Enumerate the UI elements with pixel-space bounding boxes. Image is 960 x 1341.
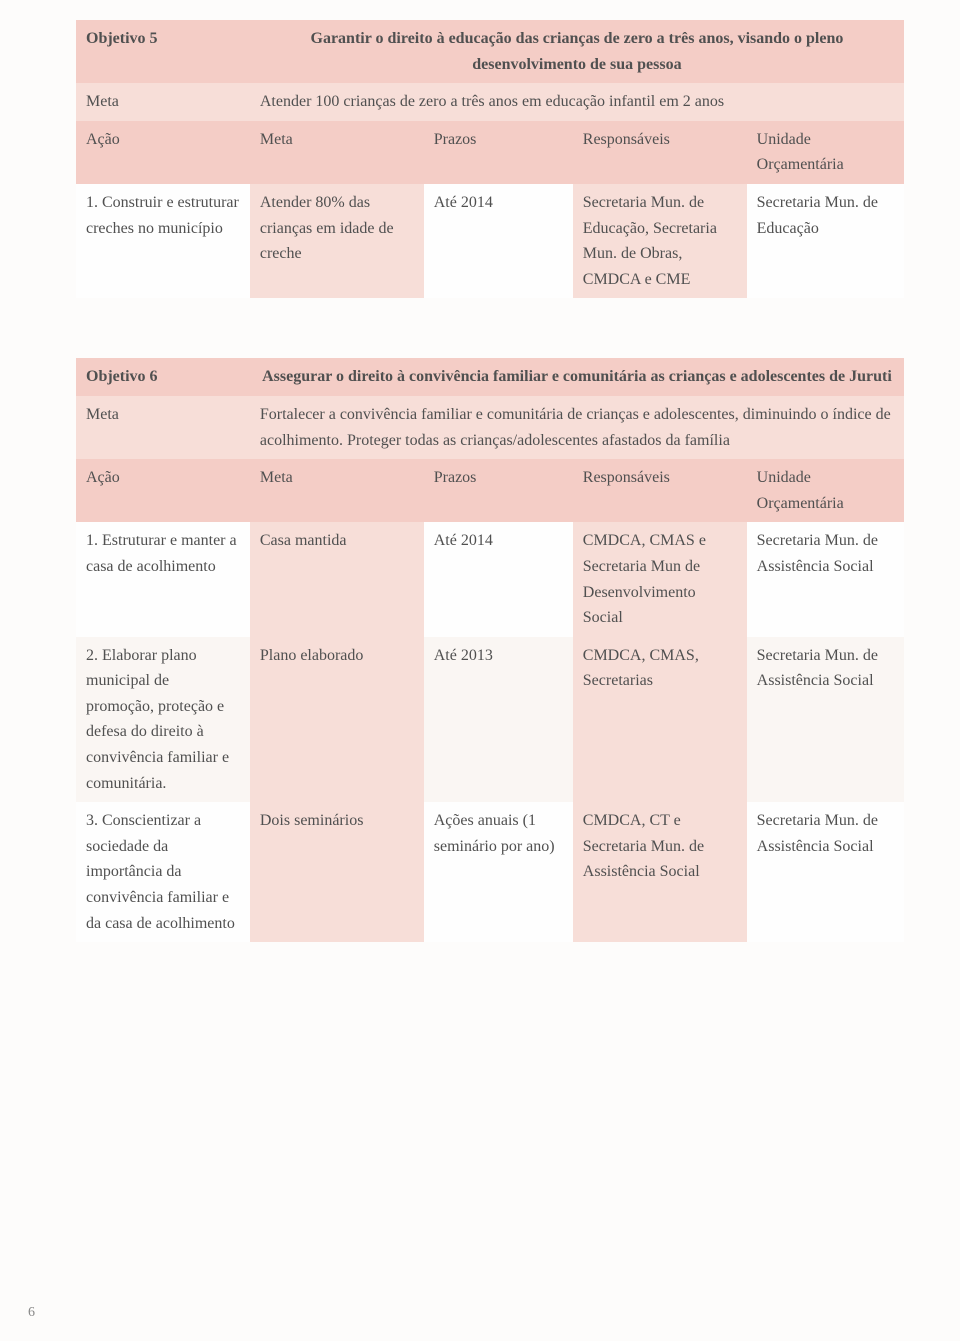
col-meta: Meta [250,121,424,184]
cell-meta: Atender 80% das crianças em idade de cre… [250,184,424,298]
cell-meta: Casa mantida [250,522,424,636]
obj5-meta-label: Meta [76,83,250,121]
col-resp: Responsáveis [573,459,747,522]
cell-unid: Secretaria Mun. de Assistência Social [747,802,904,942]
table-row: 2. Elaborar plano municipal de promoção,… [76,637,904,803]
cell-prazo: Até 2014 [424,522,573,636]
table-objetivo-5: Objetivo 5 Garantir o direito à educação… [76,20,904,298]
cell-resp: CMDCA, CMAS e Secretaria Mun de Desenvol… [573,522,747,636]
cell-unid: Secretaria Mun. de Educação [747,184,904,298]
col-acao: Ação [76,121,250,184]
page-number: 6 [28,1305,35,1321]
cell-meta: Dois seminários [250,802,424,942]
table-row: 1. Construir e estruturar creches no mun… [76,184,904,298]
cell-prazo: Até 2013 [424,637,573,803]
cell-prazo: Até 2014 [424,184,573,298]
col-unid: Unidade Orçamentária [747,459,904,522]
cell-acao: 3. Conscientizar a sociedade da importân… [76,802,250,942]
cell-acao: 1. Construir e estruturar creches no mun… [76,184,250,298]
obj6-text: Assegurar o direito à convivência famili… [250,358,904,396]
cell-resp: Secretaria Mun. de Educação, Secretaria … [573,184,747,298]
cell-unid: Secretaria Mun. de Assistência Social [747,522,904,636]
obj5-meta-text: Atender 100 crianças de zero a três anos… [250,83,904,121]
col-unid: Unidade Orçamentária [747,121,904,184]
obj5-label: Objetivo 5 [76,20,250,83]
col-prazo: Prazos [424,121,573,184]
col-meta: Meta [250,459,424,522]
col-acao: Ação [76,459,250,522]
obj6-label: Objetivo 6 [76,358,250,396]
cell-acao: 2. Elaborar plano municipal de promoção,… [76,637,250,803]
table-row: 1. Estruturar e manter a casa de acolhim… [76,522,904,636]
obj5-text: Garantir o direito à educação das crianç… [250,20,904,83]
cell-prazo: Ações anuais (1 seminário por ano) [424,802,573,942]
cell-unid: Secretaria Mun. de Assistência Social [747,637,904,803]
cell-resp: CMDCA, CMAS, Secretarias [573,637,747,803]
cell-acao: 1. Estruturar e manter a casa de acolhim… [76,522,250,636]
table-row: 3. Conscientizar a sociedade da importân… [76,802,904,942]
col-prazo: Prazos [424,459,573,522]
col-resp: Responsáveis [573,121,747,184]
cell-meta: Plano elaborado [250,637,424,803]
cell-resp: CMDCA, CT e Secretaria Mun. de Assistênc… [573,802,747,942]
table-objetivo-6: Objetivo 6 Assegurar o direito à convivê… [76,358,904,942]
obj6-meta-text: Fortalecer a convivência familiar e comu… [250,396,904,459]
obj6-meta-label: Meta [76,396,250,459]
